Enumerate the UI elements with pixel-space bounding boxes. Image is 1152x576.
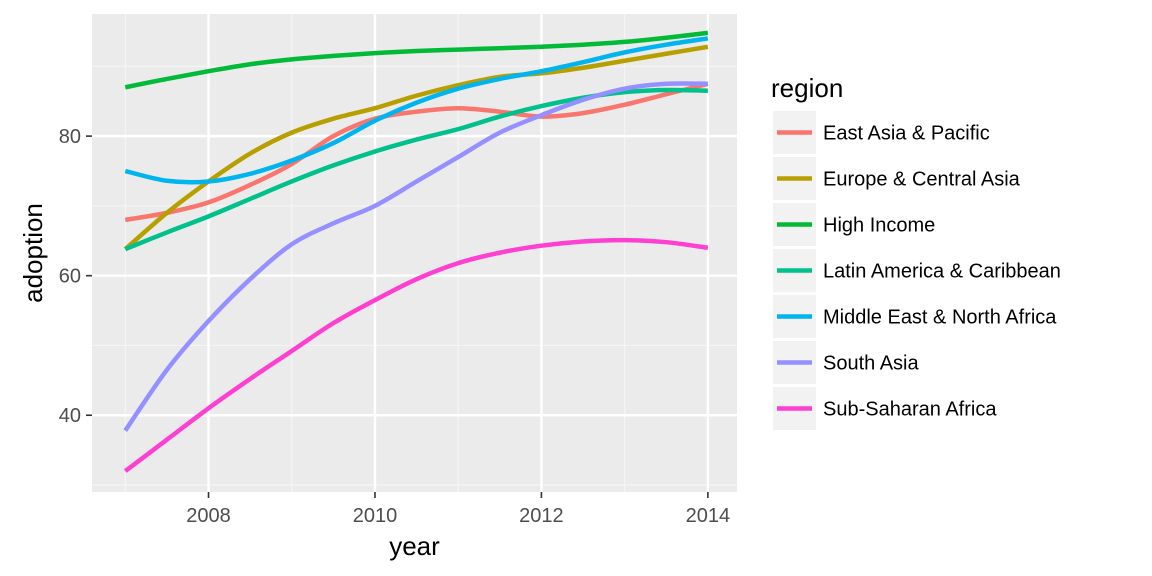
legend-item: East Asia & Pacific bbox=[773, 111, 990, 154]
legend-item: High Income bbox=[773, 203, 935, 246]
legend-label: Sub-Saharan Africa bbox=[823, 399, 997, 421]
legend-label: High Income bbox=[823, 215, 935, 237]
legend-item: Europe & Central Asia bbox=[773, 157, 1021, 200]
legend-item: South Asia bbox=[773, 341, 920, 384]
series-line bbox=[123, 81, 708, 432]
legend-title: region bbox=[771, 73, 843, 103]
grid-major bbox=[92, 14, 737, 492]
legend-label: Middle East & North Africa bbox=[823, 307, 1057, 329]
x-tick-label: 2014 bbox=[686, 505, 731, 527]
x-axis-title: year bbox=[389, 531, 440, 561]
legend-label: South Asia bbox=[823, 353, 920, 375]
tick-labels: 2008 2010 2012 2014 40 60 80 bbox=[59, 126, 730, 527]
legend-items: East Asia & Pacific Europe & Central Asia… bbox=[773, 111, 1061, 430]
legend-label: Europe & Central Asia bbox=[823, 169, 1021, 191]
series-line bbox=[124, 30, 709, 90]
legend: region East Asia & Pacific Europe & Centr… bbox=[771, 73, 1061, 430]
series-line bbox=[123, 44, 709, 251]
x-tick-label: 2010 bbox=[353, 505, 398, 527]
axis-ticks bbox=[86, 135, 709, 498]
y-tick-label: 40 bbox=[59, 405, 81, 427]
legend-item: Sub-Saharan Africa bbox=[773, 387, 997, 430]
series-line bbox=[123, 237, 709, 473]
legend-item: Latin America & Caribbean bbox=[773, 249, 1061, 292]
series-layer bbox=[123, 30, 709, 473]
series-line bbox=[124, 36, 709, 185]
y-tick-label: 80 bbox=[59, 126, 81, 148]
y-axis-title: adoption bbox=[18, 203, 48, 303]
legend-label: East Asia & Pacific bbox=[823, 123, 990, 145]
x-tick-label: 2008 bbox=[186, 505, 231, 527]
legend-item: Middle East & North Africa bbox=[773, 295, 1057, 338]
x-tick-label: 2012 bbox=[519, 505, 564, 527]
legend-label: Latin America & Caribbean bbox=[823, 261, 1061, 283]
y-tick-label: 60 bbox=[59, 266, 81, 288]
series-line bbox=[124, 81, 709, 223]
